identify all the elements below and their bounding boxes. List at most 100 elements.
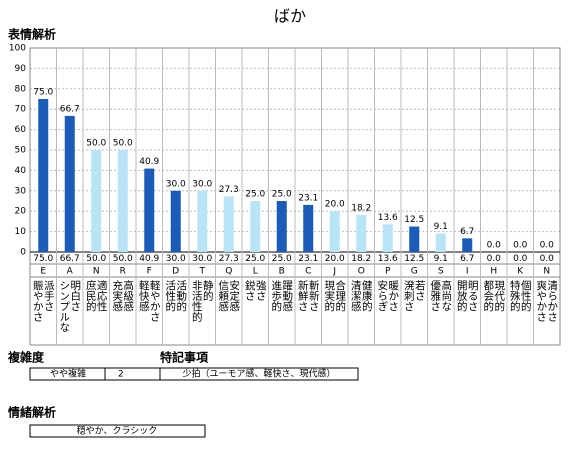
category-label: 健康的 [361,280,373,312]
table-value: 25.0 [272,254,292,264]
category-label: 清らかさ [546,279,558,322]
bar [170,190,181,252]
table-value: 0.0 [487,254,502,264]
value-label: 50.0 [113,139,133,149]
category-code: D [172,267,179,277]
complexity-value: 2 [118,370,124,380]
table-value: 25.0 [245,254,265,264]
table-value: 50.0 [86,254,106,264]
section-heading: 表情解析 [7,27,56,42]
section-heading: 複雑度 [7,350,45,365]
category-code: A [67,267,74,277]
category-label: 活性的 [164,280,176,312]
category-label: 個性的 [520,279,532,312]
category-code: N [543,267,550,277]
table-value: 50.0 [113,254,133,264]
category-code: R [120,267,126,277]
y-tick-label: 80 [15,84,27,94]
value-label: 30.0 [192,179,212,189]
category-label: 高級感 [122,279,134,311]
category-label: 現実的 [323,280,335,312]
y-tick-label: 20 [15,207,27,217]
category-code: O [358,267,365,277]
table-value: 23.1 [298,254,318,264]
category-code: B [279,267,285,277]
category-code: P [385,267,391,277]
category-label: 優雅さ [429,279,441,311]
category-label: 清潔感 [350,279,362,311]
category-label: 活動的 [175,280,187,312]
category-code: T [199,267,206,277]
category-label: 非活性的 [191,280,203,323]
category-label: 爽やかさ [535,280,547,322]
value-label: 75.0 [33,88,53,98]
category-code: F [147,267,152,277]
category-label: 開放的 [456,280,468,312]
value-label: 25.0 [245,190,265,200]
category-label: 信頼感 [217,280,229,312]
value-label: 23.1 [298,193,318,203]
y-tick-label: 70 [15,105,27,115]
category-label: 強さ [255,279,267,301]
category-label: 高尚な [440,279,452,311]
bar [144,168,155,252]
table-value: 20.0 [325,254,345,264]
value-label: 12.5 [404,215,424,225]
category-label: 明白さ [69,280,81,312]
value-label: 27.3 [219,185,239,195]
category-label: 適応性 [96,279,108,312]
category-code: S [438,267,444,277]
table-value: 30.0 [192,254,212,264]
table-value: 66.7 [60,254,80,264]
category-label: 明るさ [467,280,479,312]
bar [250,201,261,252]
y-tick-label: 100 [9,44,26,54]
table-value: 0.0 [513,254,528,264]
section-heading: 情緒解析 [8,405,56,420]
category-label: 新鮮さ [297,279,309,311]
value-label: 50.0 [86,139,106,149]
bar [38,99,49,252]
category-code: I [466,267,469,277]
value-label: 20.0 [325,200,345,210]
category-label: 静的 [202,279,214,302]
bar [276,201,287,252]
category-label: 合理的 [334,279,346,312]
notes-text: 少拍（ユーモア感、軽快さ、現代感） [182,368,335,380]
value-label: 0.0 [540,241,555,251]
y-tick-label: 30 [15,186,27,196]
table-value: 0.0 [540,254,555,264]
table-value: 13.6 [378,254,398,264]
y-tick-label: 0 [20,248,26,258]
table-value: 9.1 [434,254,448,264]
category-code: G [411,267,418,277]
category-code: N [93,267,100,277]
category-label: 安定感 [228,279,240,311]
category-code: L [253,267,258,277]
value-label: 66.7 [60,104,80,114]
value-label: 25.0 [272,190,292,200]
category-label: 安らぎ [376,279,388,311]
bar [223,196,234,252]
category-label: 進歩的 [270,280,282,312]
value-label: 6.7 [460,227,474,237]
y-tick-label: 40 [15,166,27,176]
y-tick-label: 90 [15,64,27,74]
value-label: 0.0 [487,241,502,251]
table-value: 12.5 [404,254,424,264]
title: ばか [274,7,306,26]
category-label: シンプルな [58,280,70,333]
category-label: 鋭さ [244,279,256,301]
box [159,367,359,381]
bar [64,115,75,252]
category-code: K [517,267,524,277]
category-label: 若さ [414,279,426,301]
bar [462,238,473,252]
bar [303,204,314,252]
y-tick-label: 60 [15,125,27,135]
table-value: 18.2 [351,254,371,264]
section-heading: 特記事項 [160,350,209,365]
bar [91,150,102,252]
value-label: 9.1 [434,222,448,232]
